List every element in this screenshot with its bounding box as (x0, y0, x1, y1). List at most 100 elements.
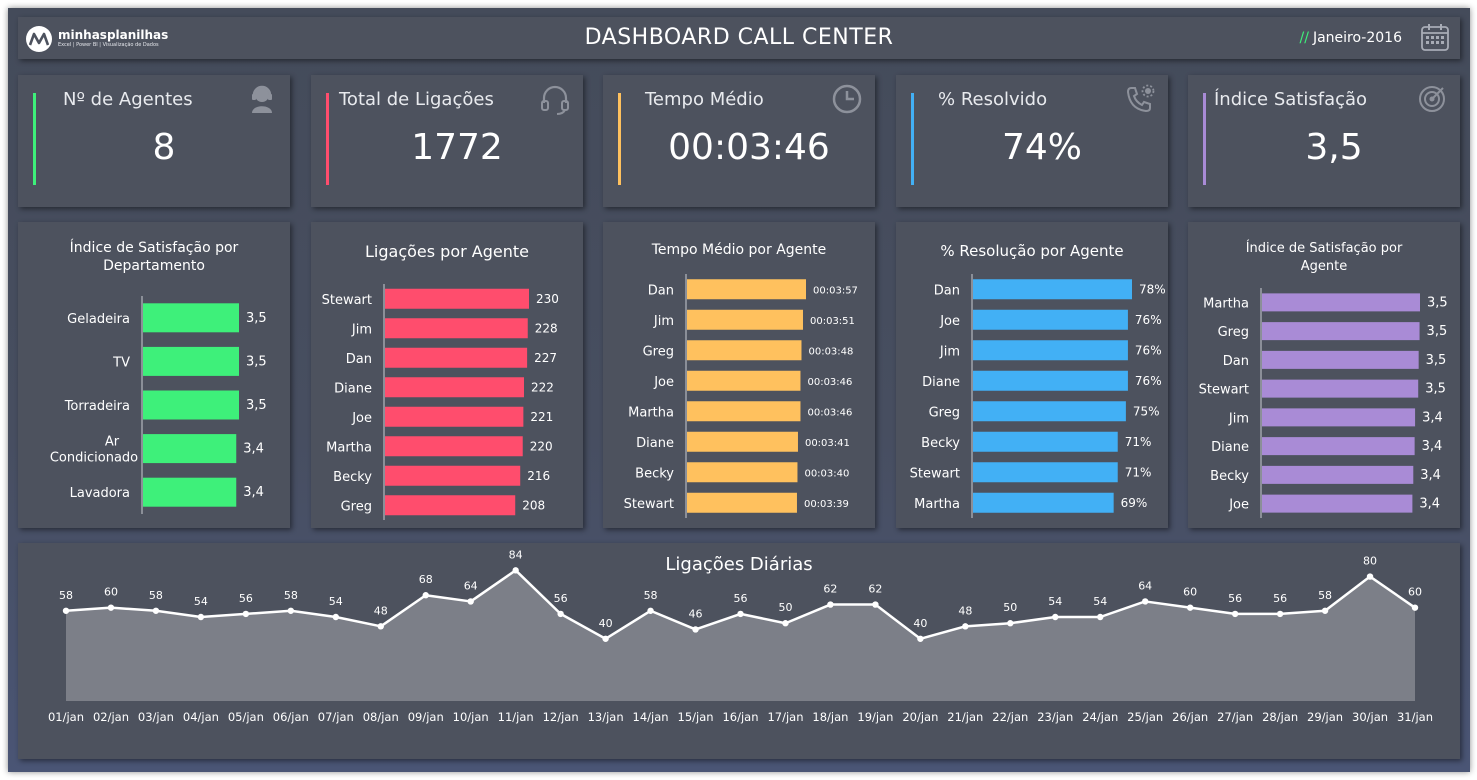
x-tick-label: 17/jan (767, 710, 803, 724)
bar (385, 406, 524, 427)
bar (1262, 379, 1419, 398)
x-tick-label: 18/jan (812, 710, 848, 724)
category-label: Dan (934, 283, 960, 298)
data-point (377, 623, 384, 630)
data-label: 227 (534, 351, 557, 365)
kpi-value: 3,5 (1305, 127, 1363, 168)
data-label: 76% (1135, 343, 1162, 357)
bar (687, 309, 803, 330)
kpi-label: Total de Ligações (339, 89, 494, 110)
x-tick-label: 28/jan (1262, 710, 1298, 724)
data-label: 221 (530, 410, 553, 424)
category-label: Diane (334, 381, 372, 396)
logo[interactable]: minhasplanilhas Excel | Power BI | Visua… (26, 25, 168, 53)
calendar-icon[interactable] (1420, 22, 1450, 56)
data-point (917, 635, 924, 642)
data-label: 56 (554, 592, 568, 605)
bar (1262, 465, 1414, 484)
target-icon (1416, 83, 1448, 119)
chart-title: Índice de Satisfação por Agente (1245, 241, 1403, 274)
data-label: 3,5 (246, 398, 267, 413)
x-tick-label: 06/jan (273, 710, 309, 724)
x-tick-label: 22/jan (992, 710, 1028, 724)
period-label[interactable]: //Janeiro-2016 (1300, 30, 1402, 46)
bar (143, 390, 239, 420)
bar-chart: Stewart 230 Jim 228 Dan 227 Diane 222 Joe 221 Mart… (322, 284, 559, 520)
data-point (1142, 598, 1149, 605)
data-label: 220 (530, 439, 553, 453)
kpi-card-avg-time: Tempo Médio 00:03:46 (603, 75, 875, 207)
data-label: 3,5 (1425, 382, 1446, 397)
kpi-label: Índice Satisfação (1214, 89, 1368, 110)
x-tick-label: 25/jan (1127, 710, 1163, 724)
bar (1262, 494, 1413, 513)
category-label: Joe (351, 411, 372, 426)
chart-title: % Resolução por Agente (940, 242, 1124, 260)
data-label: 75% (1133, 404, 1160, 418)
data-label: 62 (823, 583, 837, 596)
area-fill (66, 570, 1415, 701)
data-label: 54 (1093, 595, 1107, 608)
bar (973, 309, 1128, 330)
chart-title: Ligações por Agente (365, 242, 529, 261)
data-label: 3,4 (1422, 439, 1443, 454)
logo-icon (26, 26, 52, 52)
data-label: 68 (419, 573, 433, 586)
x-tick-label: 02/jan (93, 710, 129, 724)
x-tick-label: 05/jan (228, 710, 264, 724)
category-label: Stewart (910, 466, 960, 481)
kpi-accent (33, 93, 36, 185)
x-tick-label: 20/jan (902, 710, 938, 724)
data-label: 3,4 (1419, 497, 1440, 512)
data-label: 71% (1125, 435, 1152, 449)
category-label: Martha (914, 497, 960, 512)
kpi-label: Nº de Agentes (63, 89, 193, 110)
category-label: Greg (929, 405, 960, 420)
data-point (827, 601, 834, 608)
category-label: Becky (333, 470, 372, 485)
phone-settings-icon (1124, 83, 1156, 119)
data-label: 50 (778, 601, 792, 614)
category-label: Greg (643, 344, 674, 359)
chart-resolution-by-agent: % Resolução por Agente Dan 78% Joe 76% Jim 76… (896, 222, 1168, 528)
data-label: 62 (868, 583, 882, 596)
data-point (332, 613, 339, 621)
bar (687, 279, 806, 300)
x-tick-label: 11/jan (498, 710, 534, 724)
data-label: 208 (522, 498, 545, 512)
clock-icon (831, 83, 863, 119)
kpi-card-agents: Nº de Agentes 8 (18, 75, 290, 207)
data-label: 50 (1003, 601, 1017, 614)
data-label: 56 (1273, 592, 1287, 605)
kpi-card-resolved: % Resolvido 74% (896, 75, 1168, 207)
data-label: 58 (59, 589, 73, 602)
category-label: Martha (628, 405, 674, 420)
bar (973, 370, 1128, 391)
data-label: 3,4 (1420, 468, 1441, 483)
category-label: Greg (341, 499, 372, 514)
data-label: 58 (1318, 589, 1332, 602)
chart-title: Índice de Satisfação por Departamento (69, 240, 239, 274)
x-tick-label: 16/jan (722, 710, 758, 724)
data-point (1186, 604, 1194, 611)
data-label: 228 (535, 321, 558, 335)
page-title: DASHBOARD CALL CENTER (584, 25, 894, 50)
data-label: 48 (958, 604, 972, 617)
x-tick-label: 27/jan (1217, 710, 1253, 724)
data-label: 00:03:57 (813, 285, 858, 296)
chart-calls-by-agent: Ligações por Agente Stewart 230 Jim 228 Dan 2… (311, 222, 583, 528)
category-label: Martha (326, 440, 372, 455)
data-label: 78% (1139, 282, 1166, 296)
category-label: Jim (939, 344, 960, 359)
data-point (692, 626, 699, 633)
bar (687, 492, 797, 513)
bar-chart: Dan 78% Joe 76% Jim 76% Diane 76% Greg 75% Becky 71… (910, 274, 1166, 518)
data-label: 48 (374, 604, 388, 617)
bar (143, 346, 239, 376)
category-label: Torradeira (64, 399, 130, 414)
category-label: Joe (653, 375, 674, 390)
category-label: Becky (635, 466, 674, 481)
x-tick-label: 09/jan (408, 710, 444, 724)
bar (687, 401, 801, 422)
kpi-card-calls: Total de Ligações 1772 (311, 75, 583, 207)
